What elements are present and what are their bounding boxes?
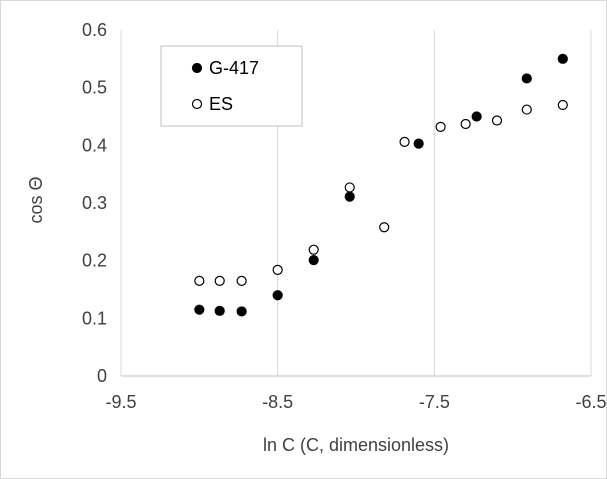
es-data-point xyxy=(557,99,568,111)
g417-data-point xyxy=(194,304,205,315)
g417-data-point xyxy=(557,53,568,64)
legend-label-es: ES xyxy=(209,94,233,114)
es-data-point xyxy=(491,115,503,126)
g417-data-point xyxy=(214,305,225,316)
legend-marker-g417 xyxy=(191,62,203,74)
g417-data-point xyxy=(272,290,283,301)
es-data-point xyxy=(460,118,471,130)
es-data-point xyxy=(435,121,446,132)
legend-marker-es xyxy=(191,98,203,110)
es-data-point xyxy=(236,275,247,286)
y-tick-label: 0.5 xyxy=(82,78,107,98)
y-axis-title: cos Θ xyxy=(26,176,46,223)
y-tick-label: 0.3 xyxy=(82,193,107,213)
es-data-point xyxy=(521,104,532,115)
x-tick-label: -9.5 xyxy=(105,392,136,412)
legend: G-417 ES xyxy=(160,45,303,127)
x-tick-label: -7.5 xyxy=(419,392,450,412)
g417-data-point xyxy=(521,73,532,84)
data-points xyxy=(194,53,568,317)
x-tick-labels: -9.5 -8.5 -7.5 -6.5 xyxy=(105,392,606,412)
es-data-point xyxy=(399,136,410,147)
es-data-point xyxy=(272,264,283,275)
y-tick-labels: 0 0.1 0.2 0.3 0.4 0.5 0.6 xyxy=(82,20,107,386)
y-tick-label: 0.2 xyxy=(82,251,107,271)
legend-box xyxy=(160,45,303,127)
y-tick-label: 0.6 xyxy=(82,20,107,40)
g417-data-point xyxy=(308,254,319,266)
es-data-point xyxy=(214,275,225,286)
y-tick-label: 0.1 xyxy=(82,308,107,328)
g417-data-point xyxy=(471,111,482,122)
g417-data-point xyxy=(344,191,355,202)
x-tick-label: -8.5 xyxy=(262,392,293,412)
x-tick-label: -6.5 xyxy=(575,392,606,412)
y-tick-label: 0.4 xyxy=(82,135,107,155)
es-data-point xyxy=(344,182,355,193)
es-data-point xyxy=(194,275,205,286)
y-tick-label: 0 xyxy=(97,366,107,386)
es-data-point xyxy=(379,222,390,233)
legend-label-g417: G-417 xyxy=(209,58,259,78)
g417-data-point xyxy=(413,138,424,149)
x-axis-title: ln C (C, dimensionless) xyxy=(263,435,449,455)
es-data-point xyxy=(308,244,319,255)
g417-data-point xyxy=(236,306,247,317)
